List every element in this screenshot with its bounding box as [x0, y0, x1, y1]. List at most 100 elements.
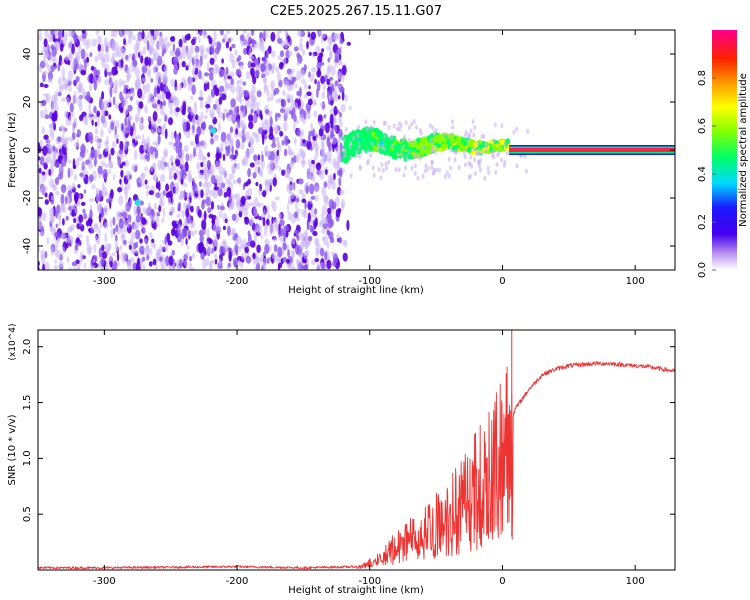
noise-speck: [174, 186, 180, 194]
noise-speck: [51, 46, 57, 57]
noise-speck: [123, 239, 127, 246]
noise-speck: [313, 110, 318, 118]
noise-speck: [195, 187, 199, 194]
band-halo: [349, 155, 353, 161]
noise-speck: [132, 59, 138, 67]
noise-speck: [134, 67, 140, 77]
noise-speck: [93, 243, 97, 253]
noise-speck: [39, 109, 45, 119]
band-halo: [526, 128, 530, 134]
noise-speck: [133, 149, 138, 160]
noise-speck: [97, 227, 101, 238]
noise-speck: [256, 224, 263, 234]
band-halo: [413, 170, 417, 176]
snr-marks: [38, 330, 675, 570]
noise-speck: [212, 224, 216, 233]
noise-speck: [38, 247, 41, 253]
noise-speck: [101, 244, 105, 252]
noise-speck: [287, 211, 292, 221]
noise-speck: [147, 202, 152, 214]
noise-speck: [123, 30, 129, 35]
noise-speck: [293, 137, 297, 146]
noise-speck: [348, 105, 352, 111]
noise-speck: [73, 217, 77, 224]
noise-speck: [144, 179, 148, 185]
noise-speck: [266, 48, 269, 59]
noise-speck: [74, 142, 78, 148]
noise-speck: [138, 52, 141, 58]
noise-speck: [334, 49, 339, 61]
noise-speck: [54, 231, 60, 238]
noise-speck: [133, 124, 137, 136]
band-speck: [417, 137, 421, 144]
band-halo: [399, 123, 403, 129]
noise-speck: [299, 37, 303, 43]
noise-speck: [194, 104, 198, 115]
noise-speck: [39, 156, 45, 166]
noise-speck: [256, 244, 261, 253]
band-halo: [494, 169, 498, 175]
noise-speck: [337, 95, 341, 100]
noise-speck: [300, 78, 306, 84]
noise-speck: [155, 192, 161, 199]
noise-speck: [139, 238, 143, 244]
noise-speck: [194, 45, 200, 53]
snr-line: [38, 360, 675, 570]
noise-speck: [319, 61, 325, 66]
band-speck: [440, 143, 448, 149]
noise-speck: [296, 70, 302, 81]
noise-speck: [235, 128, 238, 135]
noise-speck: [119, 245, 123, 251]
noise-speck: [260, 234, 264, 240]
noise-speck: [134, 114, 139, 121]
noise-speck: [239, 78, 243, 85]
noise-speck: [260, 63, 265, 73]
noise-speck: [243, 90, 250, 98]
noise-speck: [326, 45, 332, 51]
noise-speck: [40, 249, 46, 260]
noise-speck: [118, 195, 124, 206]
snr-xtick-label: -100: [358, 576, 381, 587]
noise-speck: [341, 198, 345, 209]
noise-speck: [322, 152, 327, 162]
band-halo: [445, 170, 449, 176]
spectrogram-xtick-label: 0: [499, 276, 505, 287]
noise-speck: [165, 183, 170, 192]
band-halo: [376, 143, 380, 149]
band-speck: [358, 130, 363, 134]
band-halo: [377, 167, 381, 173]
noise-speck: [156, 212, 161, 217]
noise-speck: [255, 181, 259, 187]
noise-speck: [319, 102, 325, 107]
noise-speck: [73, 91, 77, 102]
noise-speck: [270, 150, 275, 161]
noise-speck: [85, 38, 89, 50]
noise-speck: [159, 191, 165, 202]
colorbar-label: Normalized spectral amplitude: [738, 73, 749, 227]
noise-speck: [96, 117, 100, 126]
noise-speck: [148, 190, 154, 196]
noise-speck: [288, 261, 294, 270]
noise-speck: [243, 238, 247, 247]
noise-speck: [144, 210, 150, 215]
noise-speck: [231, 169, 236, 175]
noise-speck: [336, 70, 341, 80]
noise-speck: [173, 64, 178, 72]
noise-speck: [96, 35, 103, 45]
noise-speck: [214, 160, 220, 170]
band-halo: [449, 147, 453, 153]
noise-speck: [191, 253, 196, 260]
noise-speck: [62, 139, 69, 148]
noise-speck: [317, 68, 321, 75]
noise-speck: [43, 134, 49, 140]
band-speck: [359, 140, 367, 146]
noise-speck: [207, 94, 212, 104]
noise-speck: [211, 111, 215, 120]
noise-speck: [110, 189, 114, 199]
band-halo: [369, 153, 373, 158]
noise-speck: [204, 53, 208, 60]
noise-speck: [222, 245, 227, 254]
noise-speck: [273, 244, 278, 253]
band-speck: [498, 140, 503, 146]
noise-speck: [82, 88, 86, 98]
